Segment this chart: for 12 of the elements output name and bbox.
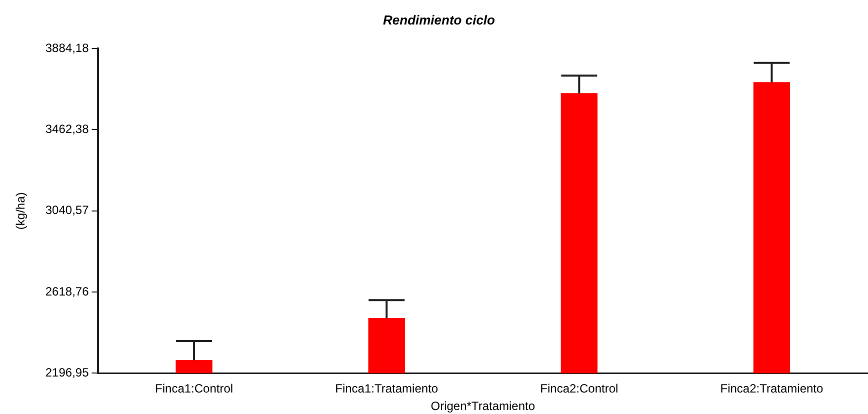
y-tick-label: 3462,38 (45, 122, 90, 136)
x-axis-title: Origen*Tratamiento (430, 399, 536, 414)
y-tick-label: 2196,95 (45, 366, 90, 380)
x-tick-label: Finca1:Control (155, 382, 234, 396)
y-axis-title: (kg/ha) (14, 192, 28, 230)
y-tick-label: 3040,57 (45, 203, 90, 218)
y-tick-label: 3884,18 (45, 40, 90, 55)
x-tick-label: Finca1:Tratamiento (335, 382, 438, 396)
chart-title: Rendimiento ciclo (383, 12, 496, 28)
y-tick-label: 2618,76 (45, 284, 90, 298)
x-tick-label: Finca2:Control (540, 382, 618, 396)
x-tick-label: Finca2:Tratamiento (720, 382, 824, 396)
